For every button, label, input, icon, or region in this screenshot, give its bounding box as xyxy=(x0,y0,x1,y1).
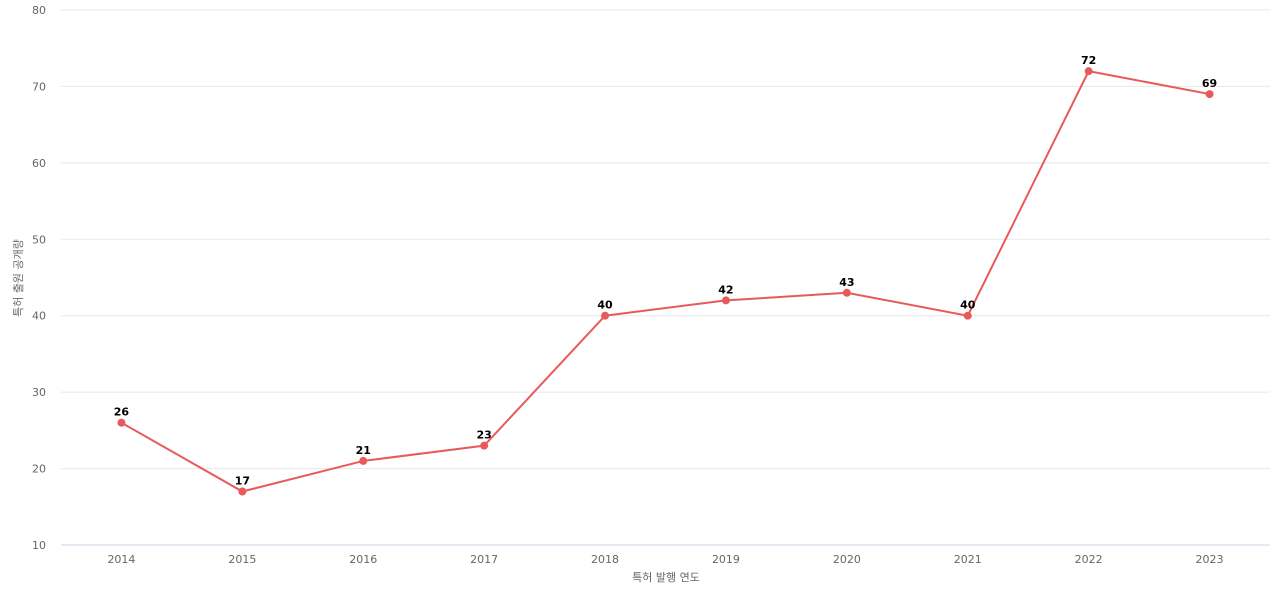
line xyxy=(120,70,1210,493)
y-tick-label: 10 xyxy=(32,539,46,552)
y-tick-label: 60 xyxy=(32,157,46,170)
data-label: 40 xyxy=(597,299,613,312)
y-axis-label: 특허 출원 공개량 xyxy=(12,239,25,317)
x-axis-label: 특허 발행 연도 xyxy=(632,571,700,584)
y-tick-label: 20 xyxy=(32,463,46,476)
x-tick-label: 2019 xyxy=(712,553,740,566)
point xyxy=(1084,67,1093,76)
data-label: 43 xyxy=(839,276,854,289)
x-tick-label: 2021 xyxy=(954,553,982,566)
x-tick-label: 2018 xyxy=(591,553,619,566)
y-tick-label: 80 xyxy=(32,4,46,17)
point xyxy=(601,311,610,320)
data-label: 40 xyxy=(960,299,976,312)
x-tick-label: 2014 xyxy=(107,553,135,566)
point xyxy=(1205,90,1214,99)
point xyxy=(238,487,247,496)
x-tick-label: 2020 xyxy=(833,553,861,566)
data-label: 21 xyxy=(356,444,371,457)
data-label: 42 xyxy=(718,283,733,296)
x-tick-label: 2022 xyxy=(1075,553,1103,566)
x-tick-label: 2023 xyxy=(1196,553,1224,566)
point xyxy=(721,296,730,305)
x-tick-label: 2016 xyxy=(349,553,377,566)
data-label: 26 xyxy=(114,406,130,419)
x-tick-label: 2015 xyxy=(228,553,256,566)
x-tick-label: 2017 xyxy=(470,553,498,566)
point xyxy=(117,418,126,427)
point xyxy=(480,441,489,450)
data-label: 69 xyxy=(1202,77,1217,90)
y-tick-label: 40 xyxy=(32,310,46,323)
data-label: 23 xyxy=(476,429,491,442)
point xyxy=(842,288,851,297)
data-label: 72 xyxy=(1081,54,1096,67)
data-label: 17 xyxy=(235,475,250,488)
y-tick-label: 50 xyxy=(32,233,46,246)
y-tick-label: 70 xyxy=(32,80,46,93)
point xyxy=(359,456,368,465)
y-tick-label: 30 xyxy=(32,386,46,399)
point xyxy=(963,311,972,320)
